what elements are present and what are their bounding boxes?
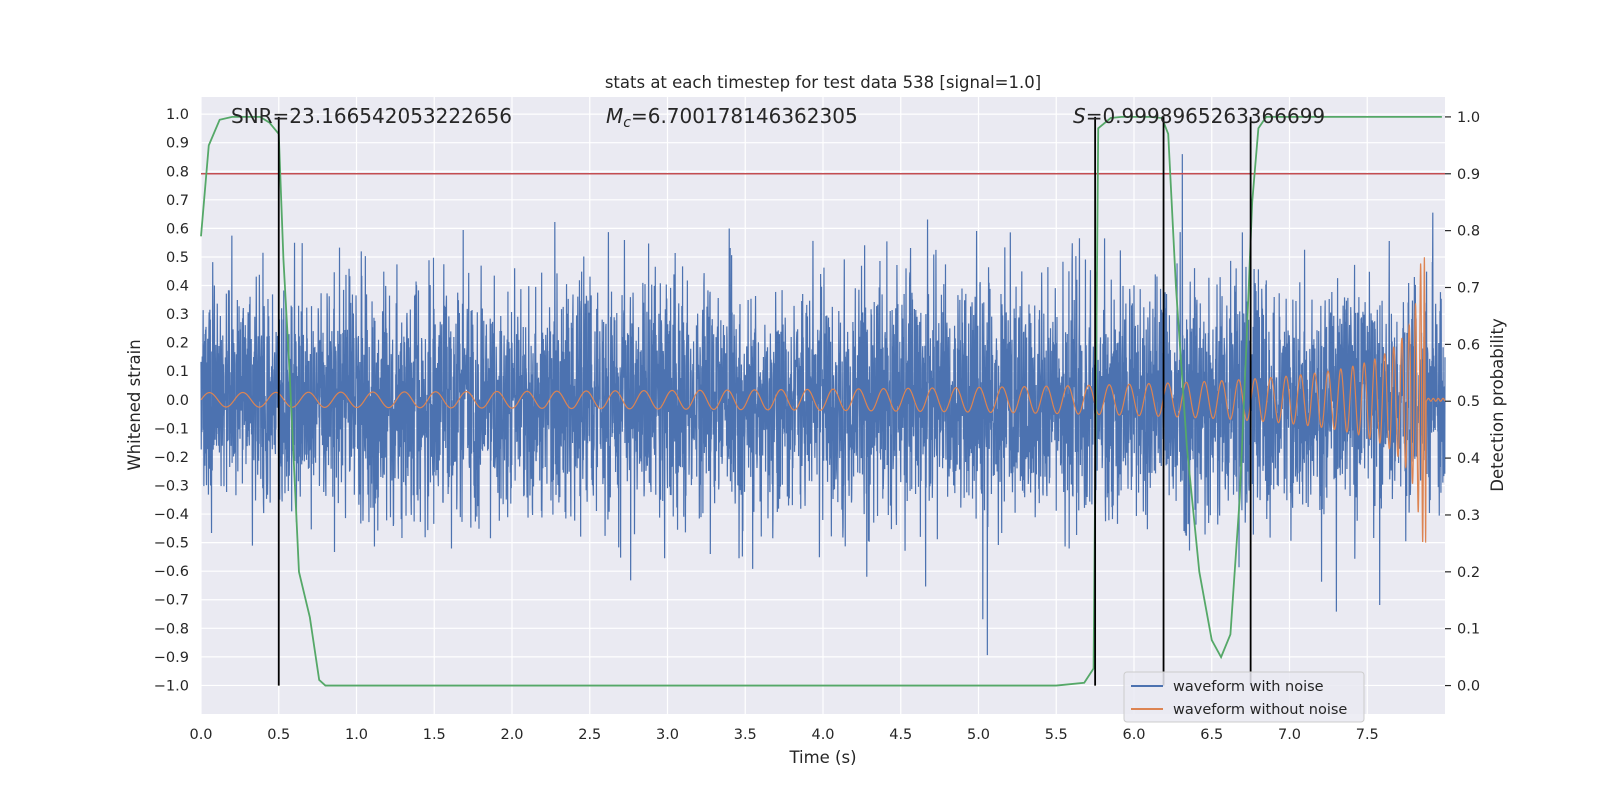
y-left-tick-label-9: 0.1 <box>166 364 189 380</box>
legend: waveform with noise waveform without noi… <box>1123 671 1365 723</box>
score-symbol: S <box>1073 104 1086 128</box>
x-axis-label: Time (s) <box>788 748 856 767</box>
legend-label-noise: waveform with noise <box>1173 679 1324 695</box>
x-tick-label-4: 2.0 <box>500 727 523 743</box>
y-left-tick-label-6: 0.4 <box>166 279 189 295</box>
x-tick-label-8: 4.0 <box>811 727 834 743</box>
x-tick-label-0: 0.0 <box>189 727 212 743</box>
x-tick-label-13: 6.5 <box>1200 727 1223 743</box>
y-right-tick-label-1: 0.9 <box>1457 167 1480 183</box>
chirp-line <box>200 257 1446 543</box>
y-right-tick-label-3: 0.7 <box>1457 281 1480 297</box>
y-left-tick-label-1: 0.9 <box>166 136 189 152</box>
y-left-tick-label-17: −0.7 <box>154 593 189 609</box>
y-right-tick-label-5: 0.5 <box>1457 394 1480 410</box>
chirp-mass-subscript: c <box>623 115 631 131</box>
y-left-tick-label-4: 0.6 <box>166 221 189 237</box>
y-left-tick-label-0: 1.0 <box>166 107 189 123</box>
x-tick-label-15: 7.5 <box>1356 727 1379 743</box>
y-axis-left-label: Whitened strain <box>125 339 144 470</box>
y-axis-right-ticks: 1.0 0.9 0.8 0.7 0.6 0.5 0.4 0.3 0.2 0.1 0.0 <box>1445 110 1480 695</box>
series-waveform-without-noise <box>200 257 1446 543</box>
vertical-markers <box>277 116 1252 686</box>
y-left-tick-label-11: −0.1 <box>154 421 189 437</box>
chirp-mass-value: =6.700178146362305 <box>631 104 858 128</box>
y-right-tick-label-7: 0.3 <box>1457 508 1480 524</box>
x-tick-label-3: 1.5 <box>423 727 446 743</box>
y-right-tick-label-6: 0.4 <box>1457 451 1480 467</box>
y-axis-left-ticks: 1.0 0.9 0.8 0.7 0.6 0.5 0.4 0.3 0.2 0.1 0.0 −0.1 −0.… <box>154 107 189 694</box>
y-left-tick-label-18: −0.8 <box>154 621 189 637</box>
y-left-tick-label-14: −0.4 <box>154 507 189 523</box>
x-tick-label-11: 5.5 <box>1045 727 1068 743</box>
y-left-tick-label-2: 0.8 <box>166 164 189 180</box>
y-left-tick-label-12: −0.2 <box>154 450 189 466</box>
x-tick-label-7: 3.5 <box>734 727 757 743</box>
x-tick-label-14: 7.0 <box>1278 727 1301 743</box>
x-tick-label-5: 2.5 <box>578 727 601 743</box>
y-left-tick-label-8: 0.2 <box>166 336 189 352</box>
x-tick-label-9: 4.5 <box>889 727 912 743</box>
x-tick-label-6: 3.0 <box>656 727 679 743</box>
chirp-mass-symbol: M <box>606 104 623 128</box>
y-axis-right-label: Detection probability <box>1488 318 1507 492</box>
x-axis-ticks: 0.0 0.5 1.0 1.5 2.0 2.5 3.0 3.5 4.0 4.5 5.0 5.5 6.0 6… <box>189 727 1378 743</box>
x-tick-label-2: 1.0 <box>345 727 368 743</box>
x-tick-label-1: 0.5 <box>267 727 290 743</box>
legend-label-clean: waveform without noise <box>1173 702 1347 718</box>
noise-line <box>200 154 1446 656</box>
y-left-tick-label-7: 0.3 <box>166 307 189 323</box>
y-right-tick-label-4: 0.6 <box>1457 337 1480 353</box>
y-left-tick-label-5: 0.5 <box>166 250 189 266</box>
y-left-tick-label-10: 0.0 <box>166 393 189 409</box>
x-tick-label-10: 5.0 <box>967 727 990 743</box>
chirp-mass-annotation: Mc=6.700178146362305 <box>606 104 858 131</box>
y-right-tick-label-8: 0.2 <box>1457 565 1480 581</box>
y-left-tick-label-15: −0.5 <box>154 536 189 552</box>
y-left-tick-label-19: −0.9 <box>154 650 189 666</box>
chart-title: stats at each timestep for test data 538… <box>605 73 1041 92</box>
y-right-tick-label-0: 1.0 <box>1457 110 1480 126</box>
y-right-tick-label-2: 0.8 <box>1457 224 1480 240</box>
y-right-tick-label-10: 0.0 <box>1457 679 1480 695</box>
snr-annotation: SNR=23.166542053222656 <box>231 104 512 128</box>
y-left-tick-label-3: 0.7 <box>166 193 189 209</box>
y-left-tick-label-20: −1.0 <box>154 678 189 694</box>
y-left-tick-label-13: −0.3 <box>154 478 189 494</box>
series-waveform-with-noise <box>200 154 1446 656</box>
y-right-tick-label-9: 0.1 <box>1457 622 1480 638</box>
y-left-tick-label-16: −0.6 <box>154 564 189 580</box>
legend-box <box>1123 671 1365 723</box>
score-value: =0.9998965263366699 <box>1086 104 1325 128</box>
x-tick-label-12: 6.0 <box>1122 727 1145 743</box>
score-annotation: S=0.9998965263366699 <box>1073 104 1325 128</box>
